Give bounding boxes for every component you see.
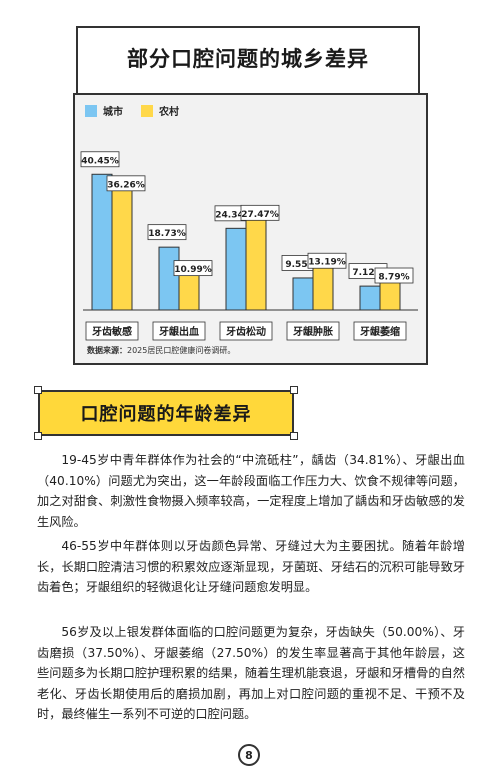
corner-decoration bbox=[34, 432, 42, 440]
bar-chart: 40.45% 36.26% 牙齿敏感 18.73% 10.99% 牙龈出血 24.34%27… bbox=[80, 151, 418, 341]
category-label-box bbox=[286, 321, 340, 341]
data-label-box bbox=[307, 252, 347, 269]
bar-city bbox=[225, 227, 247, 311]
data-label: 36.26% bbox=[107, 180, 145, 190]
data-label-box bbox=[80, 151, 120, 168]
corner-decoration bbox=[290, 386, 298, 394]
bar-rural bbox=[245, 217, 267, 311]
page-number-text: 8 bbox=[245, 748, 253, 762]
source-label: 数据来源： bbox=[87, 346, 127, 355]
section-header: 口腔问题的年龄差异 bbox=[34, 386, 298, 440]
data-label: 40.45% bbox=[81, 156, 119, 166]
legend-label-city: 城市 bbox=[103, 107, 123, 118]
section-title-box: 口腔问题的年龄差异 bbox=[38, 390, 294, 436]
data-label: 8.79% bbox=[378, 273, 409, 283]
bar-city bbox=[292, 277, 314, 311]
data-label: 18.73% bbox=[148, 229, 186, 239]
chart-legend: 城市 农村 bbox=[85, 103, 179, 118]
category-label: 牙龈肿胀 bbox=[293, 325, 333, 338]
chart-source: 数据来源：2025居民口腔健康问卷调研。 bbox=[87, 345, 235, 356]
bar-city bbox=[359, 285, 381, 311]
data-label: 13.19% bbox=[308, 258, 346, 268]
source-text: 2025居民口腔健康问卷调研。 bbox=[127, 346, 236, 355]
page-number: 8 bbox=[238, 744, 260, 766]
data-label: 24.34% bbox=[215, 210, 253, 220]
data-label-box bbox=[106, 175, 146, 192]
legend-swatch-rural bbox=[141, 104, 153, 117]
page-title: 部分口腔问题的城乡差异 bbox=[127, 47, 369, 71]
data-label: 7.12% bbox=[352, 268, 383, 278]
bar-rural bbox=[312, 265, 334, 311]
category-label-box bbox=[353, 321, 407, 341]
paragraph-senior: 56岁及以上银发群体面临的口腔问题更为复杂，牙齿缺失（50.00%）、牙齿磨损（… bbox=[37, 625, 465, 721]
category-label-box bbox=[219, 321, 273, 341]
bar-rural bbox=[379, 280, 401, 311]
data-label: 9.55% bbox=[285, 260, 316, 270]
chart-panel: 40.45% 36.26% 牙齿敏感 18.73% 10.99% 牙龈出血 24.34% 27… bbox=[73, 93, 428, 365]
data-label-box bbox=[147, 224, 187, 241]
bar-city bbox=[158, 246, 180, 311]
category-label: 牙齿敏感 bbox=[92, 325, 132, 338]
category-label-box bbox=[85, 321, 139, 341]
data-label: 27.47% bbox=[241, 210, 279, 220]
data-label-box bbox=[240, 204, 280, 221]
data-label: 10.99% bbox=[174, 265, 212, 275]
bar-rural bbox=[111, 187, 133, 311]
category-label: 牙龈出血 bbox=[159, 325, 199, 338]
category-label: 牙齿松动 bbox=[226, 325, 266, 338]
title-banner: 部分口腔问题的城乡差异 bbox=[76, 26, 420, 94]
paragraph-youth: 19-45岁中青年群体作为社会的“中流砥柱”，龋齿（34.81%）、牙龈出血（4… bbox=[37, 453, 465, 529]
category-label: 牙龈萎缩 bbox=[360, 325, 400, 338]
paragraph-middle-age: 46-55岁中年群体则以牙齿颜色异常、牙缝过大为主要困扰。随着年龄增长，长期口腔… bbox=[37, 539, 465, 594]
bar-city bbox=[91, 173, 113, 311]
data-label-box bbox=[374, 267, 414, 284]
corner-decoration bbox=[290, 432, 298, 440]
data-label-box bbox=[173, 260, 213, 277]
category-label-box bbox=[152, 321, 206, 341]
section-title: 口腔问题的年龄差异 bbox=[80, 404, 252, 425]
corner-decoration bbox=[34, 386, 42, 394]
legend-swatch-city bbox=[85, 104, 97, 117]
legend-label-rural: 农村 bbox=[159, 107, 179, 118]
legend-item-rural: 农村 bbox=[141, 103, 179, 118]
legend-item-city: 城市 bbox=[85, 103, 123, 118]
bar-rural bbox=[178, 272, 200, 311]
